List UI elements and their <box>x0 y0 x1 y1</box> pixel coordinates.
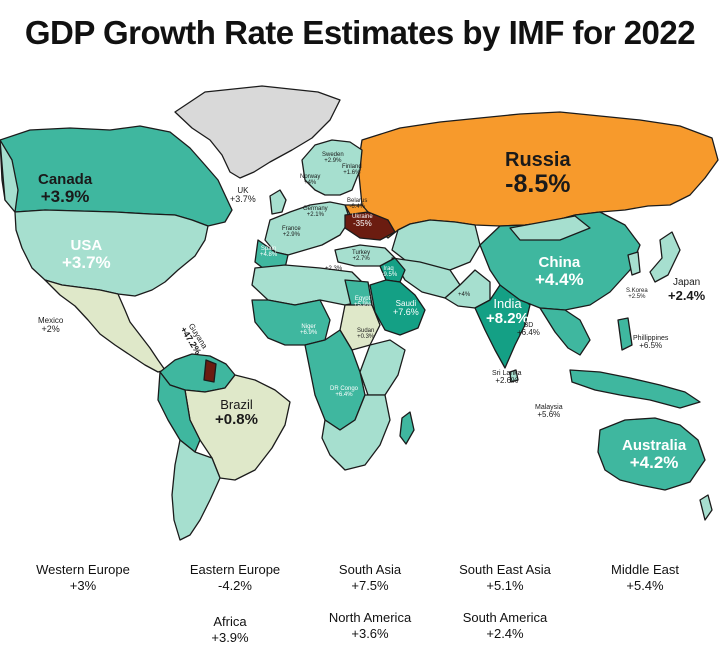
label-spain: Spain +4.8% <box>260 246 278 259</box>
label-usa: USA +3.7% <box>62 237 111 272</box>
label-ukraine: Ukraine -35% <box>352 214 373 229</box>
region-africa: Africa +3.9% <box>211 614 249 646</box>
usa-shape <box>14 209 209 297</box>
label-sweden: Sweden +2.9% <box>322 152 344 165</box>
label-iraq: Iraq +9.5% <box>380 266 398 279</box>
label-brazil: Brazil +0.8% <box>215 397 258 428</box>
label-germany: Germany +2.1% <box>303 206 328 219</box>
region-middle-east: Middle East +5.4% <box>611 562 679 594</box>
guyana-shape <box>203 359 217 383</box>
label-saudi: Saudi +7.6% <box>393 299 419 318</box>
philippines-shape <box>617 317 633 351</box>
region-western-europe: Western Europe +3% <box>36 562 130 594</box>
label-egypt: Egypt +5.9% <box>354 296 372 309</box>
japan-shape <box>649 231 681 283</box>
label-libya: +2.3% <box>325 266 343 272</box>
madagascar-shape <box>399 411 415 445</box>
label-france: France +2.9% <box>282 226 301 239</box>
sri-lanka-shape <box>509 369 519 383</box>
east-africa-shape <box>359 339 406 396</box>
india-shape <box>474 284 531 369</box>
region-south-east-asia: South East Asia +5.1% <box>459 562 551 594</box>
label-norway: Norway +4% <box>300 174 321 187</box>
peru-shape <box>157 371 201 453</box>
label-russia: Russia -8.5% <box>505 149 571 198</box>
uk-shape <box>269 189 287 215</box>
label-japan: Japan +2.4% <box>668 277 706 303</box>
indonesia-shape <box>569 369 701 409</box>
southern-africa-shape <box>321 394 391 471</box>
greenland-shape <box>174 85 341 179</box>
mongolia-shape <box>509 215 591 241</box>
korea-shape <box>627 251 641 276</box>
label-bd: BD +6.4% <box>517 322 540 338</box>
label-finland: Finland +1.6% <box>342 164 362 177</box>
pakistan-shape <box>444 269 491 309</box>
label-malaysia: Malaysia +5.6% <box>535 404 563 420</box>
scandinavia-shape <box>301 139 363 196</box>
region-north-america: North America +3.6% <box>328 610 412 642</box>
brazil-shape <box>184 374 291 481</box>
se-asia-shape <box>539 307 591 356</box>
central-asia-shape <box>391 219 481 271</box>
label-china: China +4.4% <box>535 254 584 289</box>
region-south-america: South America +2.4% <box>462 610 548 642</box>
west-africa-shape <box>251 299 331 346</box>
world-map <box>0 85 719 541</box>
region-eastern-europe: Eastern Europe -4.2% <box>189 562 281 594</box>
alaska-shape <box>0 139 19 213</box>
label-india: India +8.2% <box>486 296 529 327</box>
ukraine-shape <box>344 211 396 241</box>
iraq-shape <box>379 257 406 283</box>
label-belarus: Belarus -6.4% <box>347 198 368 211</box>
label-canada: Canada +3.9% <box>38 171 93 206</box>
label-sri-lanka: Sri Lanka +2.6% <box>492 370 522 386</box>
new-zealand-shape <box>699 494 713 521</box>
label-sudan: Sudan +0.3% <box>357 328 375 341</box>
mexico-shape <box>44 279 166 373</box>
label-south-korea: S.Korea +2.5% <box>626 288 648 301</box>
label-pakistan: +4% <box>458 292 471 298</box>
label-uk: UK +3.7% <box>230 186 256 205</box>
label-turkey: Turkey +2.7% <box>352 250 371 263</box>
australia-shape <box>597 417 706 491</box>
argentina-shape <box>171 439 221 541</box>
region-south-asia: South Asia +7.5% <box>338 562 402 594</box>
label-philippines: Phillippines +6.5% <box>633 335 669 351</box>
label-mexico: Mexico +2% <box>38 316 64 335</box>
label-australia: Australia +4.2% <box>622 437 687 472</box>
map-title: GDP Growth Rate Estimates by IMF for 202… <box>24 14 696 51</box>
label-niger: Niger +6.9% <box>300 324 318 337</box>
saudi-shape <box>369 279 426 336</box>
label-drc: DR Congo +6.4% <box>330 386 359 399</box>
